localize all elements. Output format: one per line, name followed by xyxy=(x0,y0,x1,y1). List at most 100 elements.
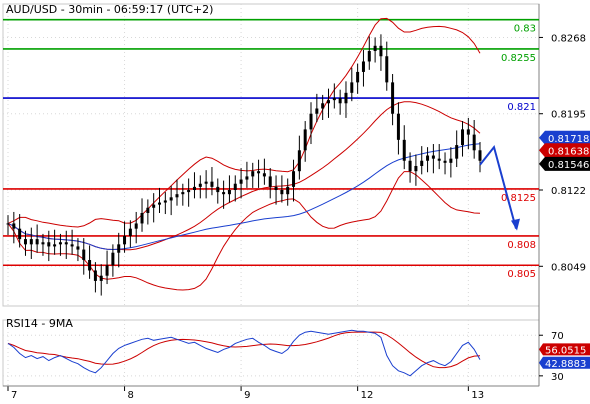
y-tick-label: 0.8268 xyxy=(551,33,586,44)
candle-body xyxy=(123,235,127,245)
candle-body xyxy=(18,228,22,240)
candle-body xyxy=(35,239,39,245)
candle-body xyxy=(216,186,220,193)
candle-body xyxy=(64,242,68,245)
candle-body xyxy=(117,244,121,253)
moving-average xyxy=(7,101,481,251)
candle-body xyxy=(361,61,365,72)
candle-body xyxy=(53,244,57,247)
x-tick-label: 13 xyxy=(471,390,484,400)
candle-body xyxy=(192,186,196,191)
rsi-tick-label: 70 xyxy=(551,331,564,342)
candle-body xyxy=(12,223,16,229)
candle-body xyxy=(292,171,296,187)
candle-body xyxy=(274,186,278,191)
price-tag-bg xyxy=(539,156,590,171)
rsi-tag-label: 56.0515 xyxy=(545,345,586,356)
candle-body xyxy=(309,113,313,130)
lower-band xyxy=(7,171,481,291)
level-label: 0.8255 xyxy=(501,53,536,64)
candle-body xyxy=(105,265,109,276)
candle-body xyxy=(350,82,354,93)
candle-body xyxy=(158,202,162,205)
candle-body xyxy=(466,129,470,135)
horizontal-levels: 0.83 0.8255 0.821 0.8125 0.808 0.805 xyxy=(3,18,539,280)
level-label: 0.821 xyxy=(507,102,536,113)
x-tick-label: 12 xyxy=(361,390,374,400)
upper-band xyxy=(7,17,481,228)
rsi-title: RSI14 - 9MA xyxy=(6,317,73,330)
candle-body xyxy=(169,197,173,201)
candle-body xyxy=(210,181,214,187)
candle-body xyxy=(41,242,45,245)
candle-body xyxy=(128,228,132,236)
candle-body xyxy=(356,71,360,83)
candle-body xyxy=(187,190,191,193)
candle-body xyxy=(472,134,476,151)
candle-body xyxy=(222,192,226,195)
candle-body xyxy=(379,45,383,57)
candle-body xyxy=(391,82,395,114)
candle-body xyxy=(443,160,447,163)
candle-body xyxy=(262,173,266,177)
candle-body xyxy=(268,176,272,187)
candle-body xyxy=(111,252,115,266)
bollinger-bands xyxy=(7,17,481,291)
slow-moving-average xyxy=(7,143,481,251)
candle-body xyxy=(257,171,261,174)
candle-body xyxy=(338,98,342,104)
candle-body xyxy=(303,129,307,151)
forecast-arrow xyxy=(479,144,520,231)
rsi-ma-line xyxy=(7,331,481,369)
candle-body xyxy=(408,160,412,172)
price-tag-bg xyxy=(539,143,590,158)
candle-body xyxy=(93,270,97,281)
candle-body xyxy=(478,150,482,161)
level-label: 0.805 xyxy=(507,269,536,280)
candle-body xyxy=(82,249,86,261)
level-label: 0.808 xyxy=(507,240,536,251)
grid-lines xyxy=(3,4,539,386)
candle-body xyxy=(88,260,92,271)
price-tag-label: 0.81638 xyxy=(548,146,589,157)
candle-body xyxy=(455,145,459,159)
candle-body xyxy=(239,179,243,184)
candle-body xyxy=(414,165,418,172)
candle-body xyxy=(140,212,144,224)
candle-body xyxy=(204,181,208,184)
candle-body xyxy=(373,45,377,52)
candle-body xyxy=(420,160,424,166)
candle-body xyxy=(99,275,103,281)
candle-body xyxy=(449,158,453,163)
candle-body xyxy=(23,239,27,245)
candle-body xyxy=(181,192,185,195)
arrow-line xyxy=(479,144,517,229)
candle-body xyxy=(286,186,290,195)
candle-body xyxy=(385,56,389,83)
candle-body xyxy=(70,244,74,247)
candle-body xyxy=(134,223,138,229)
x-tick-label: 9 xyxy=(244,390,250,400)
candle-body xyxy=(58,242,62,245)
price-candles xyxy=(6,34,482,296)
rsi-tag-bg xyxy=(539,343,590,356)
candle-body xyxy=(344,92,348,104)
candle-body xyxy=(332,98,336,101)
x-tick-label: 7 xyxy=(11,390,17,400)
candle-body xyxy=(233,183,237,191)
rsi-panel: 70 30 56.0515 42.8883 xyxy=(3,329,590,383)
candle-body xyxy=(461,129,465,146)
y-tick-label: 0.8195 xyxy=(551,110,586,121)
candle-body xyxy=(152,204,156,208)
chart-title: AUD/USD - 30min - 06:59:17 (UTC+2) xyxy=(6,3,213,16)
rsi-tag-bg xyxy=(539,356,590,369)
price-tag-label: 0.81546 xyxy=(548,160,589,171)
price-axis-ticks: 0.8268 0.8195 0.8122 0.8049 xyxy=(539,33,586,273)
level-label: 0.8125 xyxy=(501,193,536,204)
candle-body xyxy=(175,194,179,198)
candle-body xyxy=(321,103,325,109)
rsi-tick-label: 30 xyxy=(551,372,564,383)
candle-body xyxy=(6,223,10,225)
